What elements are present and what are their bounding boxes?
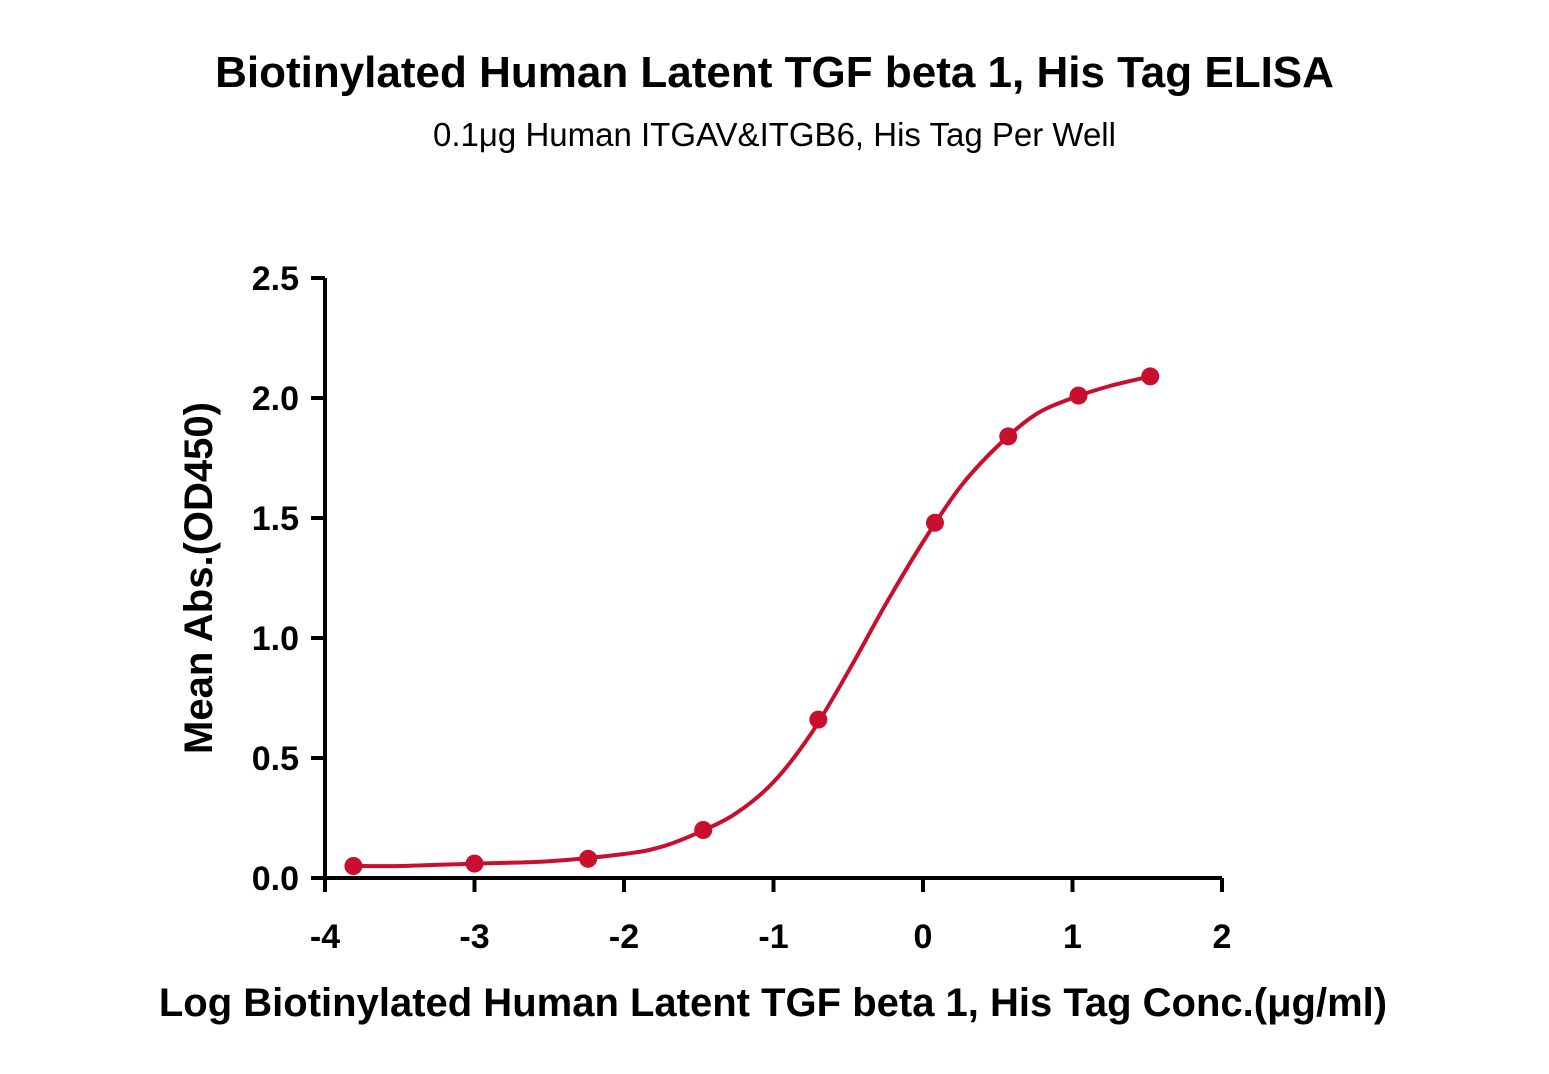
x-tick-label: -4 [310,918,340,956]
axes [323,278,1222,880]
y-tick-label: 0.0 [252,860,299,898]
y-tick-label: 2.0 [252,380,299,418]
data-point [1069,386,1088,405]
y-axis-label: Mean Abs.(OD450) [177,402,221,754]
x-tick-label: 1 [1063,918,1082,956]
y-axis-ticks: 0.0 0.5 1.0 1.5 2.0 2.5 [252,260,325,898]
data-point [809,710,828,729]
series-layer [344,367,1160,875]
y-tick-label: 2.5 [252,260,299,298]
data-point [344,857,363,875]
x-tick-label: -1 [758,918,788,956]
x-axis-ticks: -4 -3 -2 -1 0 1 2 [310,878,1232,956]
x-tick-label: -3 [459,918,489,956]
data-point [694,821,713,839]
x-tick-label: 2 [1213,918,1232,956]
y-tick-label: 0.5 [252,740,299,778]
data-point [925,513,944,532]
data-point [465,854,484,873]
x-tick-label: 0 [914,918,933,956]
chart-title: Biotinylated Human Latent TGF beta 1, Hi… [215,48,1334,97]
data-point [999,427,1018,446]
y-tick-label: 1.5 [252,500,299,538]
x-axis-label: Log Biotinylated Human Latent TGF beta 1… [159,981,1387,1025]
fit-curve [351,374,1153,869]
data-point [1141,367,1160,386]
y-tick-label: 1.0 [252,620,299,658]
chart-subtitle: 0.1μg Human ITGAV&ITGB6, His Tag Per Wel… [433,116,1116,153]
data-point [579,849,598,868]
x-tick-label: -2 [609,918,639,956]
